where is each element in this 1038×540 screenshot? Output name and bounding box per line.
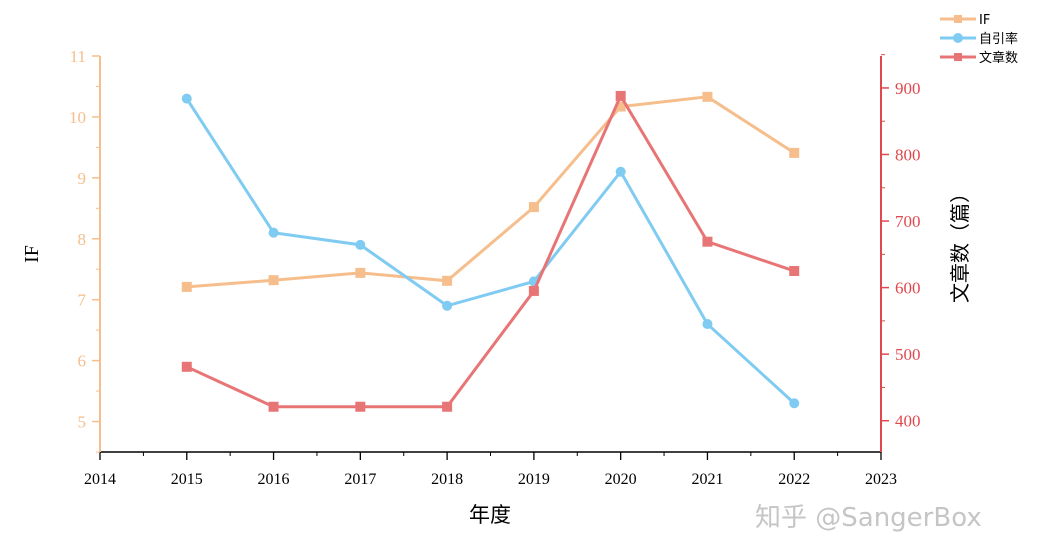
data-point <box>615 90 626 101</box>
series-line-1 <box>185 97 796 405</box>
data-point <box>355 401 366 412</box>
x-tick-label: 2020 <box>605 471 637 488</box>
data-point <box>615 101 626 112</box>
watermark: 知乎 @SangerBox <box>755 503 982 533</box>
data-point <box>442 300 453 311</box>
left-y-tick-label: 7 <box>78 291 87 310</box>
data-point <box>528 285 539 296</box>
legend-marker <box>954 53 962 61</box>
legend-label: IF <box>979 13 990 28</box>
x-tick-label: 2021 <box>691 471 723 488</box>
right-y-tick-label: 400 <box>895 412 921 431</box>
data-point <box>268 401 279 412</box>
x-tick-label: 2015 <box>171 471 203 488</box>
data-point <box>181 93 192 104</box>
left-y-tick-label: 11 <box>70 47 86 66</box>
x-tick-label: 2019 <box>518 471 550 488</box>
data-point <box>268 227 279 238</box>
data-point <box>702 236 713 247</box>
right-y-tick-label: 600 <box>895 279 921 298</box>
left-y-tick-label: 6 <box>78 352 87 371</box>
x-tick-label: 2018 <box>431 471 463 488</box>
data-point <box>268 275 279 286</box>
data-point <box>181 361 192 372</box>
data-point <box>528 202 539 213</box>
left-y-tick-label: 9 <box>78 169 87 188</box>
legend-label: 自引率 <box>979 31 1018 47</box>
legend-marker <box>954 15 962 23</box>
data-point <box>442 401 453 412</box>
data-point <box>702 91 713 102</box>
data-point <box>702 319 713 330</box>
data-point <box>442 275 453 286</box>
data-point <box>789 398 800 409</box>
legend-label: 文章数 <box>979 50 1018 66</box>
right-y-tick-label: 500 <box>895 345 921 364</box>
x-tick-label: 2017 <box>344 471 376 488</box>
series-line-2 <box>186 92 795 409</box>
data-point <box>355 239 366 250</box>
left-y-tick-label: 5 <box>78 413 87 432</box>
data-point <box>181 281 192 292</box>
legend-marker <box>953 33 963 43</box>
right-y-tick-label: 800 <box>895 146 921 165</box>
data-point <box>789 265 800 276</box>
data-point <box>355 267 366 278</box>
x-axis-title: 年度 <box>469 503 511 527</box>
x-tick-label: 2022 <box>778 471 810 488</box>
x-tick-label: 2014 <box>84 471 116 488</box>
data-point <box>789 147 800 158</box>
series-line-0 <box>186 95 796 289</box>
left-y-tick-label: 10 <box>69 108 86 127</box>
left-y-axis-title: IF <box>21 245 43 263</box>
right-y-axis-title: 文章数（篇） <box>949 183 972 303</box>
data-point <box>615 166 626 177</box>
x-tick-label: 2016 <box>258 471 290 488</box>
left-y-tick-label: 8 <box>78 230 87 249</box>
right-y-tick-label: 900 <box>895 79 921 98</box>
right-y-tick-label: 700 <box>895 212 921 231</box>
x-tick-label: 2023 <box>865 471 897 488</box>
